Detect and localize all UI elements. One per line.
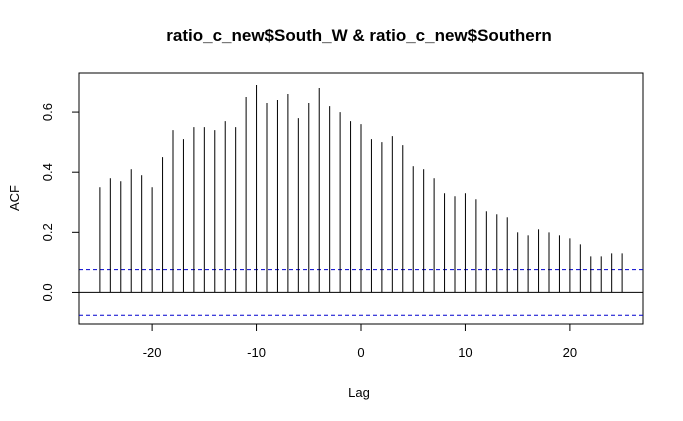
y-axis: 0.0 0.2 0.4 0.6 — [40, 103, 80, 301]
y-axis-label: ACF — [7, 185, 22, 211]
x-tick-label: -10 — [247, 345, 266, 360]
x-tick-label: 0 — [357, 345, 364, 360]
y-tick-label: 0.2 — [40, 223, 55, 241]
y-tick-label: 0.0 — [40, 283, 55, 301]
x-axis-label: Lag — [348, 385, 370, 400]
y-tick-label: 0.6 — [40, 103, 55, 121]
x-tick-label: -20 — [143, 345, 162, 360]
x-tick-label: 20 — [563, 345, 577, 360]
chart-title: ratio_c_new$South_W & ratio_c_new$Southe… — [166, 26, 551, 45]
y-tick-label: 0.4 — [40, 163, 55, 181]
x-axis: -20 -10 0 10 20 — [143, 323, 577, 360]
acf-bars — [99, 85, 623, 293]
x-tick-label: 10 — [458, 345, 472, 360]
